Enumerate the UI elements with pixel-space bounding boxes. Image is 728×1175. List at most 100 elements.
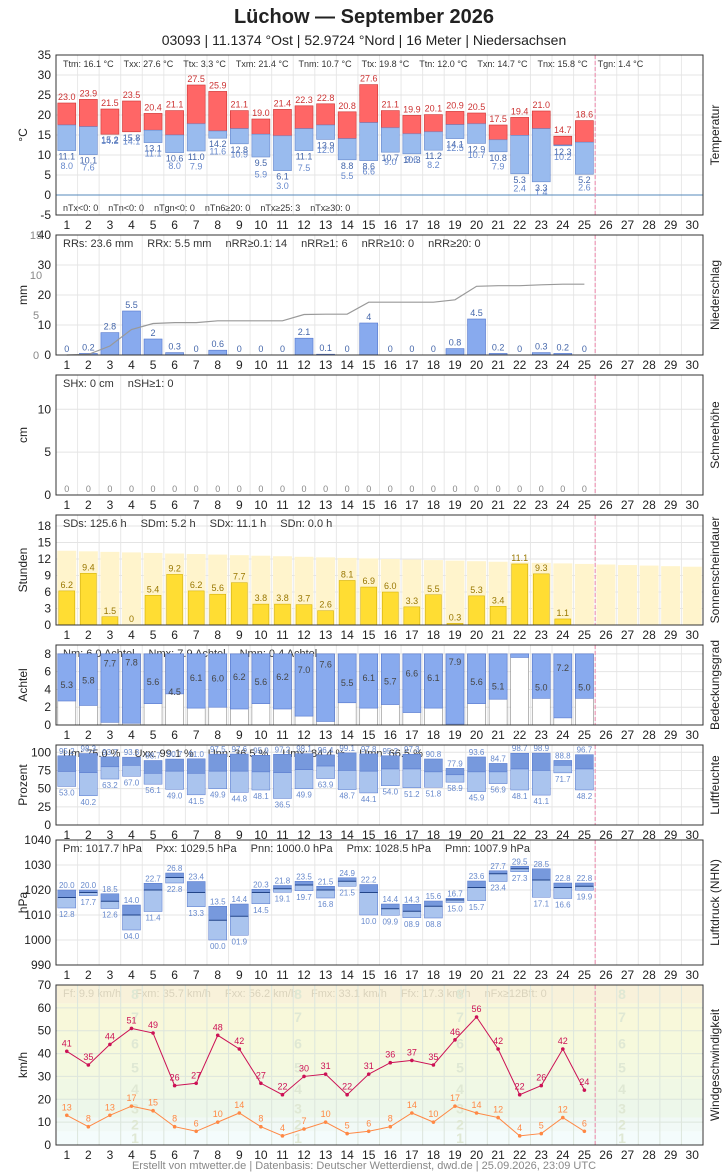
tground-label: 11.6	[209, 147, 226, 157]
cloud-label: 5.8	[82, 675, 95, 685]
sunshine-bar	[425, 594, 442, 626]
x-tick-label: 14	[340, 358, 354, 372]
plot-frame	[55, 374, 704, 496]
gust-point	[539, 1083, 544, 1088]
x-tick-label: 18	[427, 218, 441, 232]
stat-text: Pnn: 1000.0 hPa	[251, 843, 334, 855]
x-tick-label: 17	[405, 498, 419, 512]
tmin-label: 11.1	[296, 152, 313, 162]
gust-label: 44	[105, 1031, 115, 1041]
pressure-min-label: 15.7	[469, 903, 485, 912]
stat-text: nTgn<0: 0	[154, 203, 195, 213]
y-tick-label: 0	[44, 348, 51, 362]
gust-label: 37	[407, 1047, 417, 1057]
tmin-bar	[531, 128, 551, 183]
x-tick-label: 5	[150, 968, 157, 982]
cloud-label: 5.7	[384, 676, 397, 686]
y-tick-label: 5	[44, 168, 51, 182]
snow-label: 0	[151, 484, 156, 494]
pressure-min-label: 16.8	[318, 900, 334, 909]
humidity-min-label: 71.7	[555, 775, 571, 784]
tmin-bar	[575, 141, 594, 175]
x-tick-label: 11	[276, 968, 289, 982]
pressure-upper-bar	[186, 881, 206, 893]
x-tick-label: 8	[214, 728, 221, 742]
tmax-bar	[100, 108, 120, 135]
beaufort-label: 8	[131, 986, 139, 1002]
sunshine-label: 6.9	[362, 576, 375, 586]
beaufort-label: 3	[618, 1100, 626, 1116]
cloud-bar	[57, 653, 77, 702]
snow-label: 0	[474, 484, 479, 494]
x-tick-label: 27	[621, 1148, 635, 1162]
x-tick-label: 6	[171, 828, 178, 842]
humidity-upper-bar	[230, 753, 249, 772]
sunshine-possible-bar	[661, 566, 681, 625]
tmax-label: 20.4	[144, 102, 162, 112]
snow-label: 0	[64, 484, 69, 494]
beaufort-label: 7	[456, 1009, 464, 1025]
sunshine-label: 9.3	[535, 563, 548, 573]
pressure-min-label: 09.9	[382, 917, 398, 926]
gust-label: 42	[493, 1036, 503, 1046]
wind-mean-label: 10	[213, 1109, 223, 1119]
gust-point	[86, 1063, 91, 1067]
cloud-label: 0.4	[513, 723, 526, 733]
humidity-max-label: 93.3	[124, 748, 140, 757]
wind-mean-point	[129, 1104, 134, 1108]
precip-label: 2	[151, 328, 156, 338]
tground-label: 6.6	[362, 167, 375, 177]
x-tick-label: 29	[664, 968, 678, 982]
humidity-max-label: 98.1	[296, 745, 312, 754]
x-tick-label: 28	[642, 358, 656, 372]
humidity-min-label: 51.2	[404, 790, 420, 799]
tmin-label: 15.8	[123, 133, 141, 143]
beaufort-label: 3	[294, 1100, 302, 1116]
precip-label: 0.2	[492, 342, 505, 352]
y-tick-label-secondary: 0	[33, 350, 39, 362]
precip-label: 0.3	[535, 342, 548, 352]
pressure-upper-bar	[122, 904, 141, 916]
tmax-bar	[488, 124, 508, 141]
stat-text: Ttx: 19.8 °C	[362, 59, 410, 69]
stat-text: nTx<0: 0	[63, 203, 98, 213]
x-tick-label: 19	[448, 728, 462, 742]
y-tick-label: 75	[38, 763, 52, 777]
sunshine-possible-bar	[574, 563, 594, 625]
beaufort-label: 1	[456, 1130, 464, 1146]
pressure-min-label: 12.6	[102, 911, 118, 920]
x-tick-label: 16	[384, 828, 398, 842]
humidity-lower-bar	[359, 770, 378, 794]
humidity-min-label: 67.0	[124, 778, 140, 787]
stat-text: SDn: 0.0 h	[280, 518, 332, 530]
x-tick-label: 4	[128, 218, 135, 232]
pressure-min-label: 01.9	[232, 937, 248, 946]
x-tick-label: 7	[193, 828, 200, 842]
x-tick-label: 23	[535, 628, 549, 642]
wind-mean-label: 5	[345, 1121, 350, 1131]
beaufort-label: 5	[294, 1059, 302, 1075]
y-tick-label: 3	[44, 602, 51, 616]
x-tick-label: 5	[150, 498, 157, 512]
tmin-label: 10.6	[166, 154, 184, 164]
y-tick-label: 30	[38, 1069, 52, 1083]
humidity-upper-bar	[100, 756, 120, 768]
snow-label: 0	[86, 484, 91, 494]
stat-text: nSH≥1: 0	[128, 378, 174, 390]
y-tick-label: 30	[38, 68, 52, 82]
wind-mean-point	[151, 1108, 155, 1113]
humidity-min-label: 56.1	[145, 786, 161, 795]
cloud-label: 6.6	[406, 668, 419, 678]
wind-mean-point	[86, 1124, 91, 1129]
humidity-max-label: 93.6	[469, 748, 485, 757]
x-tick-label: 18	[427, 728, 441, 742]
tmin-label: 15.2	[101, 135, 119, 145]
wind-mean-point	[431, 1120, 436, 1124]
tmin-bar	[230, 128, 249, 145]
gust-point	[108, 1042, 112, 1047]
wind-mean-point	[539, 1131, 544, 1136]
x-tick-label: 18	[427, 358, 441, 372]
tmax-bar	[186, 84, 206, 125]
beaufort-label: 1	[618, 1130, 626, 1146]
humidity-max-label: 97.5	[210, 745, 226, 754]
